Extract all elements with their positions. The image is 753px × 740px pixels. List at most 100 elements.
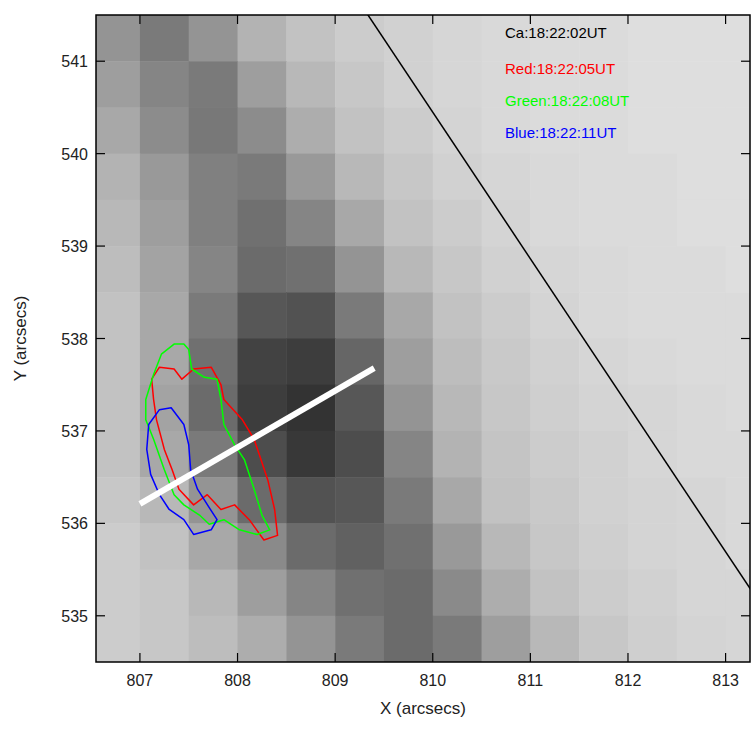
- heat-cell: [433, 292, 482, 339]
- x-tick: [139, 15, 140, 24]
- heat-cell: [677, 154, 726, 201]
- legend-entry: Green:18:22:08UT: [505, 92, 629, 109]
- contour: [147, 408, 217, 535]
- heat-cell: [579, 477, 628, 524]
- heat-cell: [579, 200, 628, 247]
- heat-cell: [579, 246, 628, 293]
- heat-cell: [530, 292, 579, 339]
- heat-cell: [482, 477, 531, 524]
- heat-cell: [238, 107, 287, 154]
- x-tick: [139, 653, 140, 662]
- x-tick: [237, 653, 238, 662]
- heat-cell: [579, 431, 628, 478]
- heat-cell: [384, 200, 433, 247]
- heat-cell: [96, 570, 140, 617]
- heat-cell: [335, 61, 384, 108]
- heat-cell: [238, 292, 287, 339]
- heat-cell: [384, 431, 433, 478]
- heat-cell: [628, 154, 677, 201]
- heat-cell: [726, 339, 750, 386]
- cut-line: [140, 368, 374, 504]
- heat-cell: [628, 431, 677, 478]
- x-tick: [530, 15, 531, 24]
- heat-cell: [140, 154, 189, 201]
- heat-cell: [433, 15, 482, 62]
- heat-cell: [96, 523, 140, 570]
- heat-cell: [189, 107, 238, 154]
- y-tick: [96, 153, 105, 154]
- heat-cell: [238, 154, 287, 201]
- heat-cell: [579, 292, 628, 339]
- heat-cell: [433, 385, 482, 432]
- heat-cell: [433, 431, 482, 478]
- heat-cell: [433, 61, 482, 108]
- heat-cell: [286, 292, 335, 339]
- heat-cell: [433, 523, 482, 570]
- heat-cell: [530, 154, 579, 201]
- heat-cell: [628, 107, 677, 154]
- x-tick: [335, 15, 336, 24]
- heat-cell: [96, 107, 140, 154]
- y-tick: [96, 245, 105, 246]
- heat-cell: [335, 154, 384, 201]
- frame: [96, 15, 750, 662]
- heat-cell: [482, 339, 531, 386]
- heat-cell: [628, 385, 677, 432]
- heat-cell: [335, 523, 384, 570]
- heat-cell: [140, 616, 189, 662]
- heat-cell: [335, 477, 384, 524]
- heat-cell: [482, 431, 531, 478]
- heat-cell: [335, 431, 384, 478]
- heat-cell: [726, 523, 750, 570]
- heat-cell: [677, 61, 726, 108]
- heat-cell: [140, 15, 189, 62]
- heat-cell: [335, 107, 384, 154]
- heat-cell: [286, 570, 335, 617]
- heat-cell: [677, 385, 726, 432]
- heat-cell: [384, 339, 433, 386]
- heat-cell: [238, 246, 287, 293]
- heat-cell: [189, 385, 238, 432]
- x-tick: [237, 15, 238, 24]
- heat-cell: [335, 385, 384, 432]
- heat-cell: [677, 523, 726, 570]
- limb-line: [367, 15, 750, 590]
- heat-cell: [726, 154, 750, 201]
- x-tick-label: 807: [127, 672, 154, 689]
- heat-cell: [286, 431, 335, 478]
- heat-cell: [189, 616, 238, 662]
- heat-cell: [286, 339, 335, 386]
- heat-cell: [335, 292, 384, 339]
- heat-cell: [286, 246, 335, 293]
- y-tick-label: 537: [61, 423, 88, 440]
- heat-cell: [482, 523, 531, 570]
- heat-cell: [384, 616, 433, 662]
- x-tick-label: 808: [224, 672, 251, 689]
- y-tick: [96, 523, 105, 524]
- plot-area: [96, 15, 750, 662]
- y-tick: [741, 153, 750, 154]
- heat-cell: [189, 292, 238, 339]
- heat-cell: [238, 523, 287, 570]
- heat-cell: [140, 570, 189, 617]
- heat-cell: [628, 200, 677, 247]
- chart: 8078088098108118128135355365375385395405…: [0, 0, 753, 740]
- heat-cell: [96, 385, 140, 432]
- heat-cell: [433, 616, 482, 662]
- heat-cell: [677, 246, 726, 293]
- heat-cell: [96, 246, 140, 293]
- y-tick: [96, 338, 105, 339]
- x-tick-label: 813: [712, 672, 739, 689]
- heat-cell: [482, 246, 531, 293]
- y-tick: [741, 615, 750, 616]
- y-tick: [96, 615, 105, 616]
- x-tick: [725, 15, 726, 24]
- heat-cell: [530, 616, 579, 662]
- heat-cell: [286, 61, 335, 108]
- heat-cell: [628, 292, 677, 339]
- heat-cell: [677, 107, 726, 154]
- heat-cell: [189, 15, 238, 62]
- y-tick: [741, 338, 750, 339]
- heat-cell: [628, 15, 677, 62]
- heat-cell: [433, 154, 482, 201]
